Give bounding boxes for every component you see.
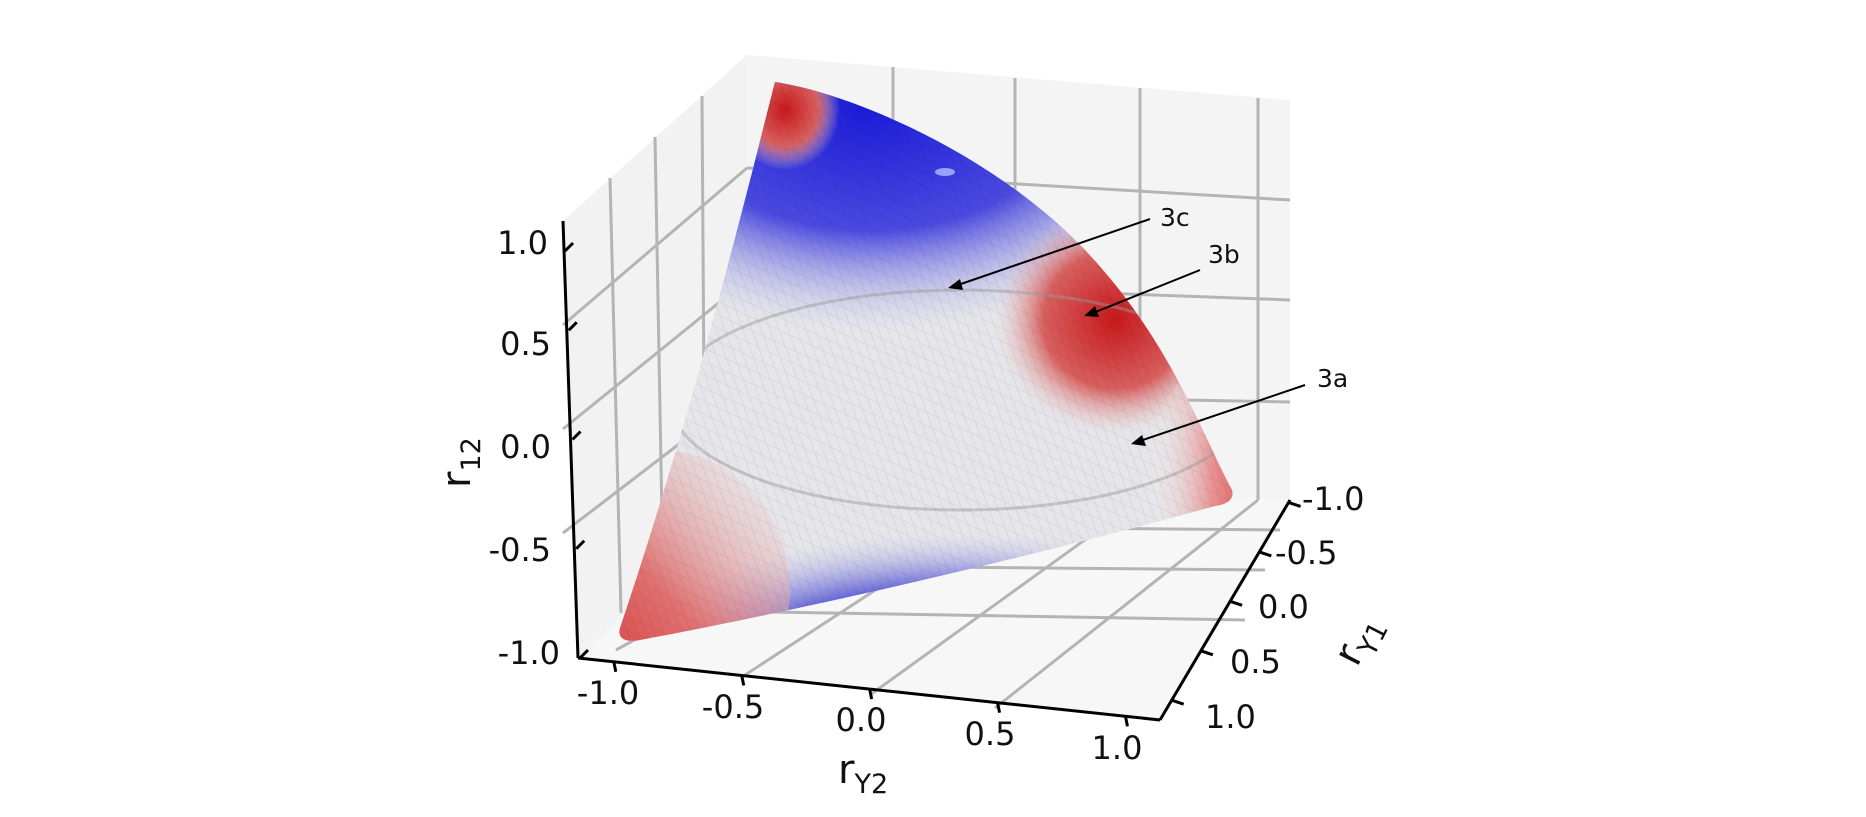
- z-axis-label: r12: [434, 437, 487, 488]
- x-tick-mark: [870, 689, 872, 699]
- y-tick-label: -0.5: [1275, 534, 1337, 572]
- z-tick-label: 0.0: [500, 428, 551, 466]
- z-tick-labels: 1.0 0.5 0.0 -0.5 -1.0: [489, 224, 560, 672]
- svg-text:r12: r12: [434, 437, 487, 488]
- y-tick-label: 0.5: [1230, 643, 1281, 681]
- surface-highlight: [935, 168, 955, 176]
- y-tick-mark: [1172, 700, 1184, 704]
- x-tick-mark: [998, 703, 1000, 713]
- y-axis-label: rY1: [1325, 607, 1395, 676]
- annotation-3c: 3c: [1160, 203, 1190, 232]
- x-axis-label: rY2: [838, 747, 888, 800]
- svg-text:rY2: rY2: [838, 747, 888, 800]
- y-tick-mark: [1201, 651, 1213, 655]
- x-tick-label: -1.0: [577, 674, 639, 712]
- x-tick-mark: [1125, 716, 1127, 726]
- x-tick-mark: [742, 675, 744, 685]
- y-tick-mark: [1289, 502, 1301, 506]
- y-tick-label: 0.0: [1258, 588, 1309, 626]
- y-tick-label: 1.0: [1205, 698, 1256, 736]
- y-tick-label: -1.0: [1302, 480, 1364, 518]
- x-axis-label-sub: Y2: [853, 769, 888, 800]
- y-tick-mark: [1259, 552, 1271, 556]
- annotation-3b: 3b: [1208, 240, 1240, 269]
- z-tick-label: 0.5: [500, 325, 551, 363]
- x-tick-mark: [614, 662, 616, 672]
- z-axis-label-sub: 12: [456, 437, 487, 471]
- annotation-3a: 3a: [1317, 364, 1348, 393]
- x-axis-label-main: r: [838, 747, 855, 793]
- x-tick-label: 0.0: [836, 701, 887, 739]
- z-tick-label: -0.5: [489, 531, 551, 569]
- x-tick-label: 1.0: [1092, 729, 1143, 767]
- z-axis-label-main: r: [434, 471, 480, 488]
- svg-text:rY1: rY1: [1325, 607, 1395, 676]
- x-tick-label: -0.5: [702, 688, 764, 726]
- z-tick-label: -1.0: [498, 634, 560, 672]
- y-tick-mark: [1230, 601, 1242, 605]
- x-tick-label: 0.5: [965, 715, 1016, 753]
- z-tick-label: 1.0: [497, 224, 548, 262]
